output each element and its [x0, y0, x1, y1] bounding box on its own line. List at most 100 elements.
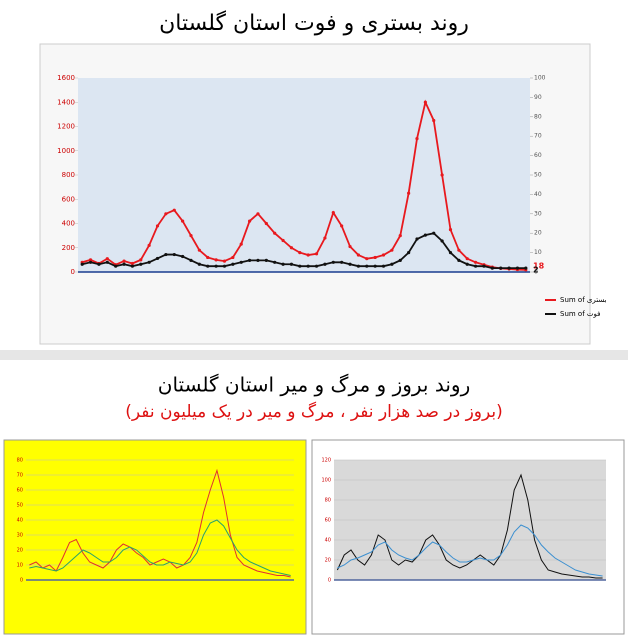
point — [331, 210, 335, 215]
y-tick-label: 30 — [17, 533, 23, 539]
point — [172, 208, 176, 212]
point — [482, 264, 486, 268]
y-tick-label: 80 — [17, 458, 23, 464]
series-line — [81, 99, 526, 271]
point — [181, 219, 185, 223]
point — [122, 262, 126, 266]
point — [298, 251, 302, 255]
point — [515, 266, 520, 270]
point — [247, 258, 252, 262]
point — [306, 253, 310, 257]
y-tick-label: 20 — [325, 558, 331, 564]
point — [323, 262, 327, 266]
y-tick-label: 600 — [62, 195, 75, 203]
point — [373, 255, 377, 260]
point — [415, 237, 419, 241]
point — [181, 254, 185, 259]
end-label: 18 — [533, 261, 545, 270]
point — [524, 266, 528, 270]
point — [214, 258, 218, 262]
y-tick-label: 0 — [20, 578, 23, 584]
point — [155, 256, 160, 261]
point — [239, 260, 243, 264]
point — [222, 259, 227, 263]
point — [172, 252, 176, 257]
y-tick-label: 1200 — [57, 123, 75, 131]
point — [407, 251, 411, 255]
y2-tick-label: 30 — [534, 210, 542, 217]
point — [314, 264, 319, 268]
point — [398, 234, 402, 238]
point — [197, 262, 201, 266]
point — [289, 262, 294, 266]
y-tick-label: 100 — [321, 478, 331, 484]
point — [155, 224, 160, 228]
y2-tick-label: 60 — [534, 152, 542, 159]
point — [206, 264, 210, 268]
point — [499, 266, 503, 270]
point — [88, 260, 93, 264]
series-line — [337, 524, 603, 577]
point — [197, 248, 201, 252]
point — [356, 264, 361, 268]
point — [331, 260, 335, 264]
y-tick-label: 40 — [17, 518, 23, 524]
point — [423, 233, 427, 237]
point — [340, 224, 344, 228]
point — [340, 260, 344, 264]
point — [356, 253, 361, 257]
point — [390, 248, 394, 252]
point — [306, 264, 310, 268]
point — [381, 264, 386, 268]
point — [264, 258, 268, 262]
point — [490, 266, 494, 270]
y-tick-label: 60 — [17, 488, 23, 494]
point — [448, 227, 453, 232]
end-label: 2 — [533, 266, 539, 275]
y-tick-label: 70 — [17, 473, 23, 479]
point — [281, 238, 285, 243]
point — [122, 259, 126, 263]
point — [390, 262, 394, 266]
point — [423, 100, 427, 104]
point — [407, 191, 411, 195]
point — [448, 251, 453, 255]
series-line — [336, 473, 603, 579]
y-tick-label: 40 — [325, 538, 331, 544]
point — [164, 252, 168, 257]
point — [80, 262, 84, 266]
y-tick-label: 200 — [62, 244, 75, 252]
note: (بروز در صد هزار نفر ، مرگ و میر در یک م… — [125, 401, 503, 422]
point — [256, 258, 260, 262]
point — [314, 252, 319, 256]
y2-tick-label: 50 — [534, 172, 542, 179]
point — [465, 262, 469, 266]
point — [398, 258, 402, 262]
y-tick-label: 1000 — [57, 147, 75, 155]
point — [323, 236, 327, 240]
y-tick-label: 120 — [321, 458, 331, 464]
point — [365, 264, 369, 268]
point — [231, 262, 235, 266]
point — [105, 260, 109, 264]
y-tick-label: 0 — [71, 268, 75, 276]
y-tick-label: 1600 — [57, 74, 75, 82]
subtitle: روند بروز و مرگ و میر استان گلستان — [158, 373, 470, 397]
y2-tick-label: 10 — [534, 249, 542, 256]
point — [298, 264, 302, 268]
y2-tick-label: 20 — [534, 230, 542, 237]
point — [432, 231, 436, 235]
point — [365, 257, 369, 261]
y-tick-label: 400 — [62, 220, 75, 228]
point — [473, 260, 478, 264]
y-tick-label: 1400 — [57, 98, 75, 106]
point — [457, 248, 461, 252]
point — [507, 266, 511, 270]
point — [281, 262, 285, 266]
point — [348, 262, 352, 266]
point — [289, 246, 294, 250]
point — [457, 258, 461, 262]
point — [147, 243, 151, 247]
y-tick-label: 0 — [328, 578, 331, 584]
